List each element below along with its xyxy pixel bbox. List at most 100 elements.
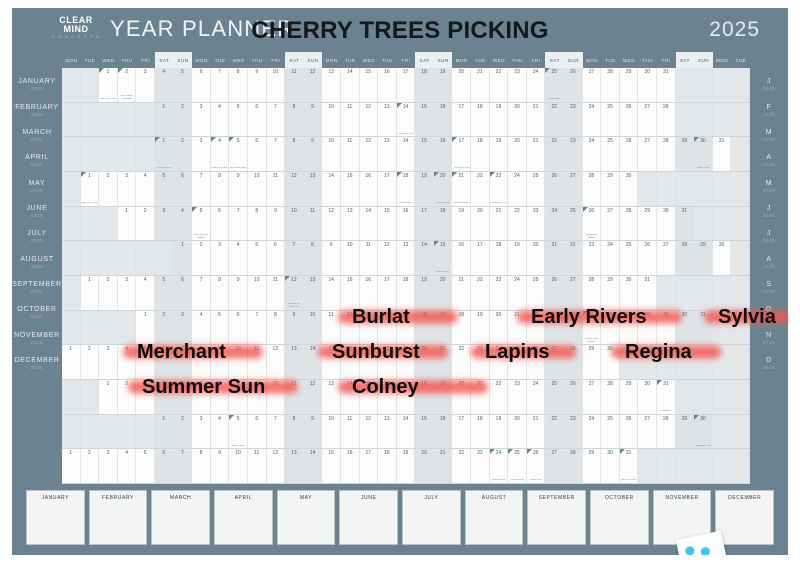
day-cell[interactable]: 11	[322, 310, 341, 345]
day-cell[interactable]: 26	[619, 414, 639, 449]
day-cell[interactable]: 25	[545, 379, 565, 414]
day-cell[interactable]: 7	[173, 449, 193, 483]
day-cell[interactable]: 16	[433, 414, 453, 449]
day-cell[interactable]: 6	[247, 137, 267, 171]
day-cell[interactable]: 5	[229, 102, 248, 137]
day-cell[interactable]: 29	[582, 345, 602, 379]
day-cell[interactable]: 12 Battle of the Boyne NI	[285, 275, 304, 310]
day-cell[interactable]: 23	[564, 102, 583, 137]
day-cell[interactable]: 18	[396, 275, 416, 310]
day-cell[interactable]: 23	[508, 379, 527, 414]
day-cell[interactable]: 23	[564, 414, 583, 449]
day-cell[interactable]: 7	[247, 310, 267, 345]
day-cell[interactable]: 11	[247, 449, 267, 483]
day-cell[interactable]: 7	[192, 275, 211, 310]
day-cell[interactable]: 19	[433, 68, 453, 102]
day-cell[interactable]: 16	[433, 137, 453, 171]
day-cell[interactable]: 21 Easter Monday	[452, 171, 472, 206]
day-cell[interactable]: 21	[471, 68, 490, 102]
day-cell[interactable]: 22	[452, 345, 472, 379]
day-cell[interactable]: 25	[619, 241, 639, 275]
day-cell[interactable]: 22	[489, 379, 509, 414]
day-cell[interactable]: 11	[340, 137, 360, 171]
day-cell[interactable]: 26 Boxing Day	[526, 449, 546, 483]
day-cell[interactable]: 19	[396, 449, 416, 483]
day-cell[interactable]: 7	[229, 206, 248, 241]
day-cell[interactable]: 28	[564, 449, 583, 483]
day-cell[interactable]: 22	[489, 68, 509, 102]
day-cell[interactable]: 2	[173, 102, 193, 137]
day-cell[interactable]: 13	[396, 241, 416, 275]
day-cell[interactable]: 4 Shrove Tuesday	[210, 137, 230, 171]
day-cell[interactable]: 2	[99, 171, 118, 206]
day-cell[interactable]: 21	[526, 137, 546, 171]
day-cell[interactable]: 21	[489, 206, 509, 241]
day-cell[interactable]: 13	[378, 137, 397, 171]
day-cell[interactable]: 4	[173, 206, 193, 241]
day-cell[interactable]: 5 Bonfire Night	[229, 414, 248, 449]
day-cell[interactable]: 15	[322, 449, 341, 483]
day-cell[interactable]: 25	[526, 275, 546, 310]
day-cell[interactable]: 16	[396, 206, 416, 241]
day-cell[interactable]: 17 St Patrick's Day	[452, 137, 472, 171]
day-cell[interactable]: 25 Burns Night	[545, 68, 565, 102]
day-cell[interactable]: 8	[303, 241, 323, 275]
day-cell[interactable]: 20	[471, 206, 490, 241]
note-box-march[interactable]: MARCH	[151, 490, 211, 545]
day-cell[interactable]: 17	[359, 449, 379, 483]
day-cell[interactable]: 15	[378, 206, 397, 241]
day-cell[interactable]: 24 Christmas Eve	[489, 449, 509, 483]
day-cell[interactable]: 24	[508, 171, 527, 206]
day-cell[interactable]: 27	[564, 275, 583, 310]
day-cell[interactable]: 8	[247, 206, 267, 241]
day-cell[interactable]: 5 Early May Bank Holiday	[192, 206, 211, 241]
day-cell[interactable]: 12	[303, 68, 323, 102]
day-cell[interactable]: 5	[210, 310, 230, 345]
day-cell[interactable]: 12	[303, 379, 323, 414]
day-cell[interactable]: 29	[675, 137, 695, 171]
day-cell[interactable]: 20 Easter Sunday	[433, 171, 453, 206]
day-cell[interactable]: 4	[136, 275, 155, 310]
day-cell[interactable]: 7	[266, 137, 286, 171]
day-cell[interactable]: 22	[545, 414, 565, 449]
day-cell[interactable]: 1	[99, 379, 118, 414]
day-cell[interactable]: 14	[303, 449, 323, 483]
day-cell[interactable]: 30	[638, 68, 657, 102]
day-cell[interactable]: 28	[619, 206, 639, 241]
day-cell[interactable]: 31	[675, 206, 695, 241]
day-cell[interactable]: 10	[285, 206, 304, 241]
day-cell[interactable]: 14	[415, 241, 434, 275]
note-box-april[interactable]: APRIL	[214, 490, 273, 545]
day-cell[interactable]: 30	[601, 449, 620, 483]
day-cell[interactable]: 25	[601, 102, 620, 137]
day-cell[interactable]: 27	[638, 102, 657, 137]
day-cell[interactable]: 26	[545, 275, 565, 310]
day-cell[interactable]: 8	[285, 414, 304, 449]
day-cell[interactable]: 9	[229, 275, 248, 310]
day-cell[interactable]: 3	[136, 68, 155, 102]
day-cell[interactable]: 10	[322, 102, 341, 137]
note-box-january[interactable]: JANUARY	[26, 490, 85, 545]
note-box-july[interactable]: JULY	[402, 490, 461, 545]
day-cell[interactable]: 19	[489, 102, 509, 137]
day-cell[interactable]: 1	[117, 206, 137, 241]
day-cell[interactable]: 3	[117, 275, 137, 310]
day-cell[interactable]: 1	[62, 449, 81, 483]
day-cell[interactable]: 2	[99, 275, 118, 310]
day-cell[interactable]: 27	[657, 241, 676, 275]
day-cell[interactable]: 24	[582, 414, 602, 449]
day-cell[interactable]: 19	[489, 414, 509, 449]
day-cell[interactable]: 5	[136, 449, 155, 483]
day-cell[interactable]: 2	[173, 414, 193, 449]
day-cell[interactable]: 10	[247, 171, 267, 206]
day-cell[interactable]: 2	[80, 345, 100, 379]
day-cell[interactable]: 16	[452, 241, 472, 275]
day-cell[interactable]: 4	[210, 102, 230, 137]
day-cell[interactable]: 9	[303, 102, 323, 137]
day-cell[interactable]: 28	[675, 241, 695, 275]
day-cell[interactable]: 24	[508, 275, 527, 310]
day-cell[interactable]: 14	[322, 275, 341, 310]
day-cell[interactable]: 24	[526, 68, 546, 102]
day-cell[interactable]: 20	[452, 68, 472, 102]
day-cell[interactable]: 1 April Fool's Day	[80, 171, 100, 206]
